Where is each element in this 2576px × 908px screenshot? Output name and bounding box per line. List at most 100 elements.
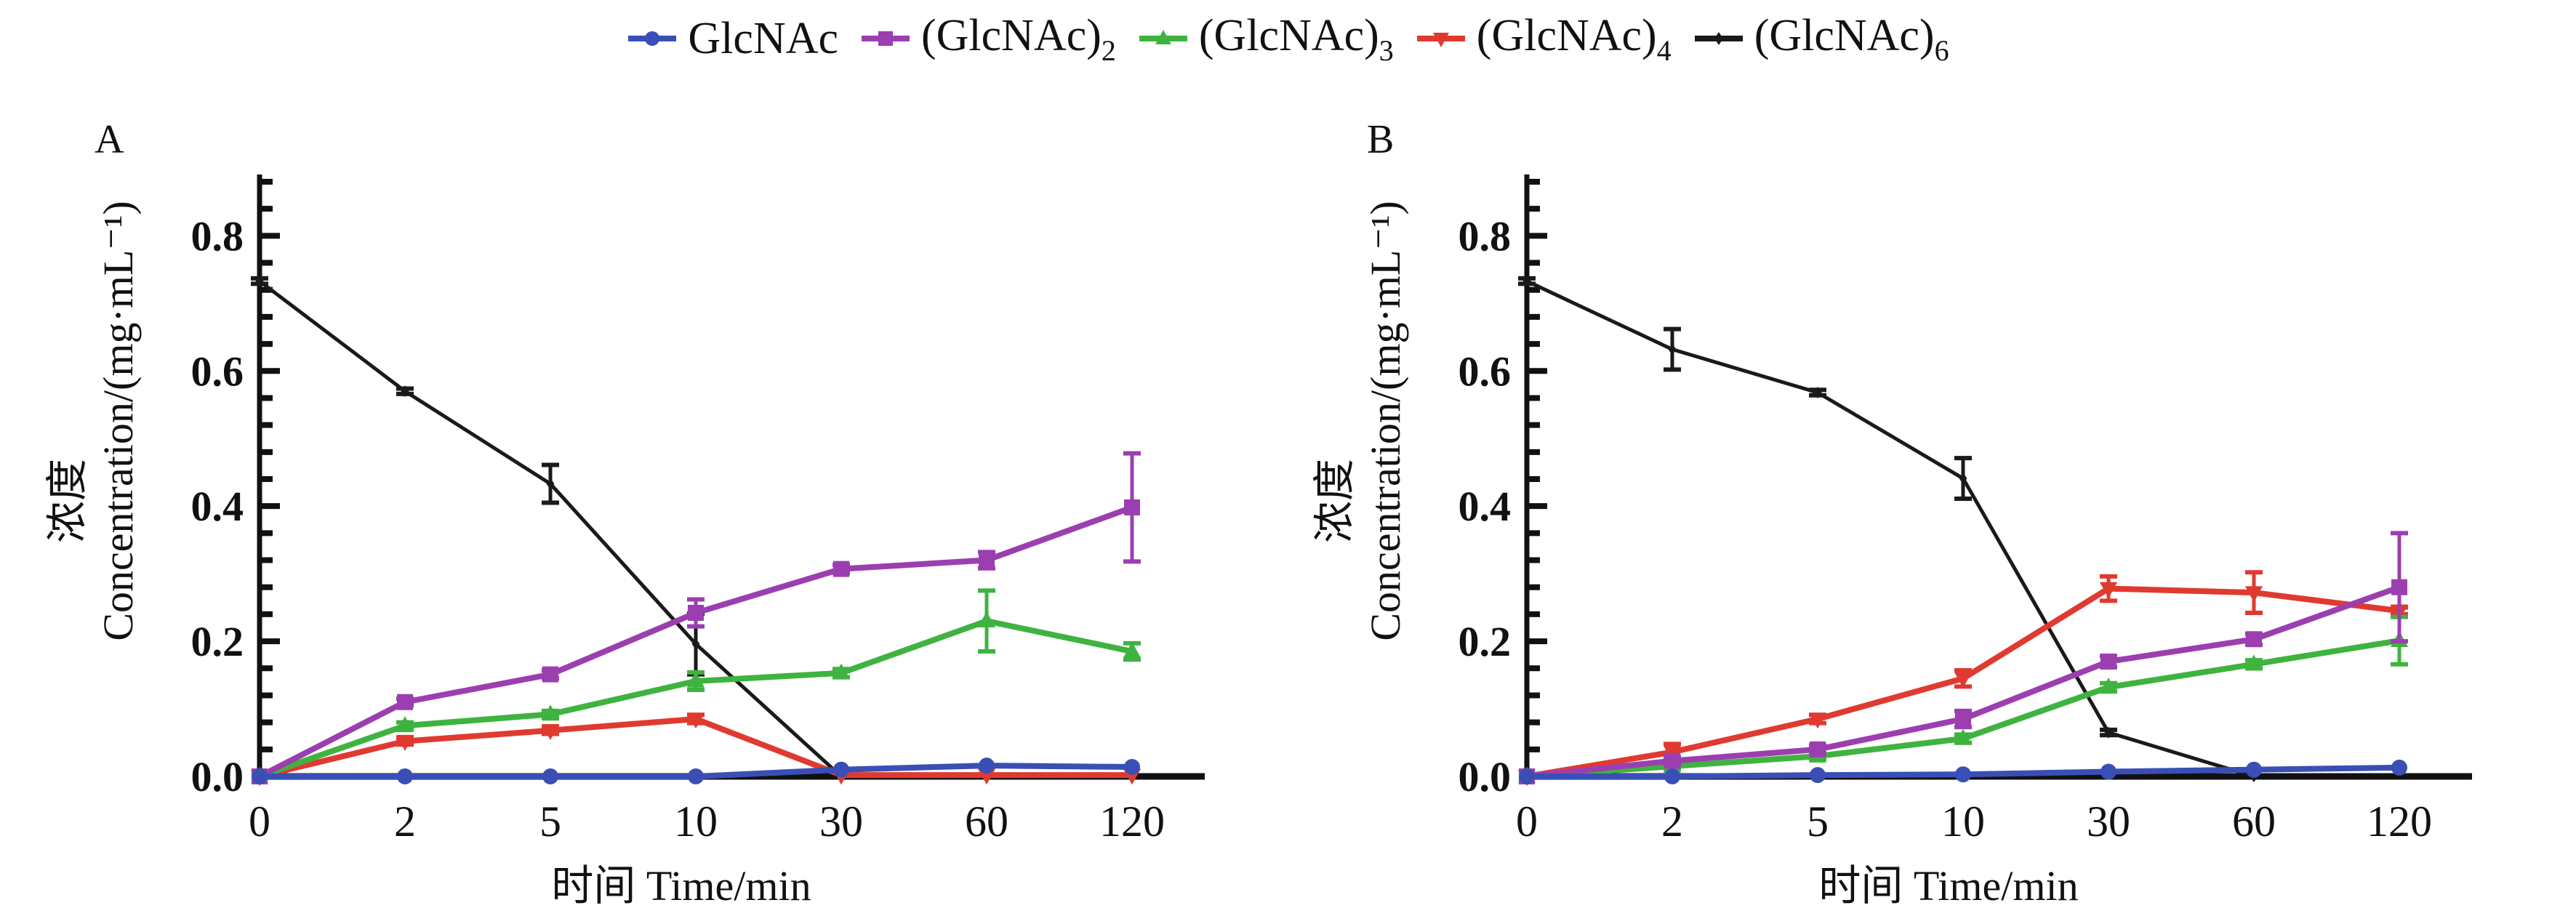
x-tick-label: 2 — [1661, 797, 1683, 845]
x-tick-label: 30 — [2087, 797, 2130, 845]
legend-swatch-icon — [1416, 33, 1465, 47]
x-tick-label: 0 — [249, 797, 270, 845]
x-tick-label: 2 — [394, 797, 416, 845]
legend-swatch-icon — [1139, 30, 1187, 44]
data-point — [2246, 631, 2262, 648]
y-axis-label-cn: 浓度 — [1311, 459, 1358, 543]
series-glcnac4 — [1517, 570, 2409, 787]
y-tick-label: 0.2 — [1458, 618, 1512, 665]
legend-item: (GlcNAc)3 — [1138, 10, 1394, 68]
legend-swatch-icon — [628, 31, 677, 46]
legend: GlcNAc (GlcNAc)2 (GlcNAc)3 (GlcNAc)4 (GlcNAc… — [0, 6, 2576, 71]
series-glcnac2 — [252, 451, 1141, 784]
data-point — [541, 723, 560, 740]
data-point — [1124, 758, 1140, 775]
legend-swatch-icon — [862, 31, 910, 46]
series-line — [258, 279, 843, 778]
legend-item: GlcNAc — [627, 13, 838, 65]
series-line — [1525, 279, 2255, 779]
data-point — [1810, 767, 1826, 784]
y-tick-label: 0.4 — [1458, 483, 1512, 530]
data-point — [1519, 768, 1535, 784]
series-glcnac — [252, 758, 1140, 784]
data-point — [1810, 741, 1826, 758]
legend-swatch-icon — [1694, 32, 1743, 45]
legend-marker-icon — [1155, 30, 1171, 44]
data-point — [1954, 672, 1973, 688]
legend-label: (GlcNAc)4 — [1476, 10, 1672, 67]
data-point — [2244, 654, 2263, 671]
legend-marker-icon — [878, 31, 894, 46]
y-axis-label-cn: 浓度 — [44, 459, 91, 543]
data-point — [2099, 582, 2118, 598]
data-point — [396, 734, 414, 751]
data-point — [401, 385, 409, 398]
data-point — [979, 758, 995, 774]
data-point — [1813, 386, 1822, 399]
y-tick-label: 0.4 — [191, 483, 244, 530]
y-tick-label: 0.2 — [191, 618, 244, 665]
legend-marker-icon — [645, 31, 660, 46]
data-point — [1955, 766, 1971, 783]
data-point — [2100, 763, 2116, 780]
legend-label: (GlcNAc)3 — [1198, 10, 1394, 67]
x-tick-label: 10 — [674, 797, 718, 845]
panel-b-chart: B 0.0 0.2 0.4 0.6 0.8 0 2 5 10 30 60 120 时间 Time/min 浓… — [1311, 117, 2472, 908]
data-point — [979, 552, 995, 568]
x-axis-label: 时间 Time/min — [551, 862, 811, 908]
legend-label: (GlcNAc)6 — [1754, 10, 1949, 67]
x-tick-label: 5 — [539, 797, 561, 845]
data-point — [2391, 579, 2407, 595]
data-point — [397, 694, 413, 710]
data-point — [688, 605, 704, 622]
y-tick-label: 0.0 — [191, 753, 244, 800]
x-tick-label: 60 — [2232, 797, 2276, 845]
series-glcnac6 — [1518, 275, 2258, 783]
data-point — [2100, 653, 2116, 670]
data-point — [2099, 678, 2118, 694]
data-point — [542, 666, 558, 683]
x-tick-label: 0 — [1516, 797, 1538, 845]
data-point — [2391, 759, 2407, 776]
data-point — [833, 561, 849, 577]
series-glcnac6 — [251, 275, 846, 783]
data-point — [255, 275, 264, 287]
data-point — [542, 768, 558, 784]
x-tick-label: 30 — [819, 797, 863, 845]
legend-marker-icon — [1714, 32, 1723, 45]
data-point — [688, 768, 704, 784]
y-tick-label: 0.6 — [1458, 347, 1512, 395]
y-tick-label: 0.0 — [1458, 753, 1512, 800]
x-axis-label: 时间 Time/min — [1818, 862, 2078, 908]
data-point — [977, 768, 996, 785]
y-axis-label: Concentration/(mg·mL⁻¹) — [95, 201, 142, 640]
data-point — [1954, 728, 1973, 745]
data-point — [833, 761, 849, 778]
data-point — [1664, 752, 1680, 769]
data-point — [1808, 712, 1827, 729]
data-point — [1959, 472, 1967, 485]
data-point — [2244, 586, 2263, 603]
y-tick-label: 0.8 — [191, 212, 244, 260]
y-tick-label: 0.6 — [191, 347, 244, 395]
data-point — [396, 716, 414, 733]
x-tick-label: 60 — [965, 797, 1008, 845]
legend-label: GlcNAc — [688, 13, 839, 63]
data-point — [686, 671, 705, 688]
series-glcnac — [1519, 759, 2407, 784]
data-point — [546, 478, 555, 490]
legend-item: (GlcNAc)2 — [860, 10, 1116, 68]
data-point — [1668, 343, 1677, 355]
x-tick-label: 120 — [2367, 797, 2432, 845]
legend-item: (GlcNAc)4 — [1416, 10, 1672, 68]
data-point — [977, 611, 996, 628]
panel-label: B — [1367, 117, 1394, 162]
data-point — [1123, 641, 1141, 658]
data-point — [2104, 726, 2113, 739]
y-tick-label: 0.8 — [1458, 212, 1512, 260]
panel-label: A — [95, 117, 124, 162]
y-axis-label: Concentration/(mg·mL⁻¹) — [1362, 201, 1409, 640]
data-point — [686, 712, 705, 729]
legend-marker-icon — [1432, 33, 1449, 47]
legend-label: (GlcNAc)2 — [921, 10, 1116, 67]
